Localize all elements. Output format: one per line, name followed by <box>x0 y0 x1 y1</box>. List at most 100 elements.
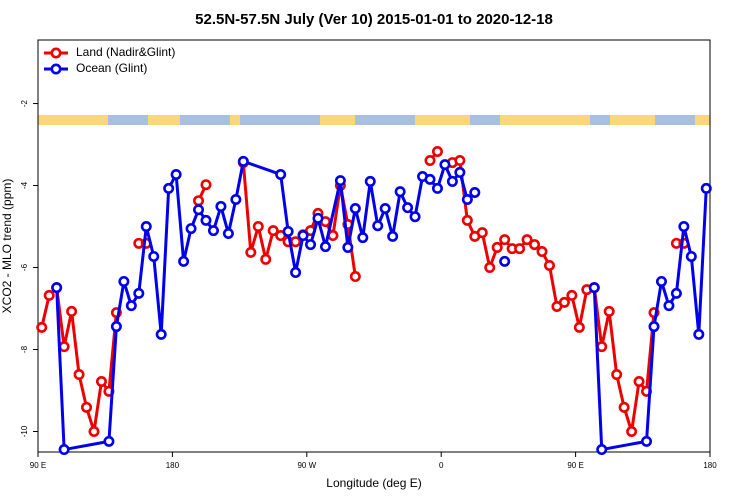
point <box>476 227 488 239</box>
point <box>424 173 436 185</box>
chart-title: 52.5N-57.5N July (Ver 10) 2015-01-01 to … <box>195 11 553 28</box>
x-tick-label: 180 <box>703 461 717 470</box>
point <box>140 221 152 233</box>
point <box>670 287 682 299</box>
point <box>603 305 615 317</box>
point <box>685 250 697 262</box>
point <box>543 259 555 271</box>
point <box>596 341 608 353</box>
point <box>446 175 458 187</box>
point <box>275 168 287 180</box>
point <box>312 212 324 224</box>
point <box>267 225 279 237</box>
y-tick-label: -8 <box>20 345 29 353</box>
y-tick-label: -10 <box>20 425 29 437</box>
point <box>566 289 578 301</box>
point <box>700 182 712 194</box>
point <box>297 230 309 242</box>
ocean-patch <box>355 115 415 125</box>
point <box>349 271 361 283</box>
point <box>95 375 107 387</box>
point <box>305 239 317 251</box>
point <box>110 321 122 333</box>
point <box>499 234 511 246</box>
y-axis-label: XCO2 - MLO trend (ppm) <box>0 179 14 314</box>
point <box>461 214 473 226</box>
point <box>678 221 690 233</box>
point <box>193 195 205 207</box>
ocean-patch <box>180 115 230 125</box>
ocean-patch <box>240 115 320 125</box>
point <box>103 435 115 447</box>
x-axis-label: Longitude (deg E) <box>326 476 421 490</box>
point <box>461 193 473 205</box>
ocean-patch <box>470 115 500 125</box>
point <box>431 182 443 194</box>
point <box>252 221 264 233</box>
point <box>193 204 205 216</box>
point <box>611 369 623 381</box>
point <box>260 253 272 265</box>
x-tick-label: 180 <box>166 461 180 470</box>
point <box>409 211 421 223</box>
point <box>491 241 503 253</box>
point <box>655 275 667 287</box>
y-tick-label: -6 <box>20 263 29 271</box>
point <box>596 444 608 456</box>
legend-marker <box>50 47 62 59</box>
series <box>51 155 712 456</box>
point <box>633 375 645 387</box>
point <box>372 220 384 232</box>
point <box>439 159 451 171</box>
point <box>200 179 212 191</box>
point <box>342 241 354 253</box>
y-tick-label: -4 <box>20 181 29 189</box>
point <box>185 223 197 235</box>
point <box>178 255 190 267</box>
point <box>514 243 526 255</box>
point <box>58 341 70 353</box>
x-tick-label: 90 W <box>297 461 316 470</box>
point <box>88 426 100 438</box>
point <box>290 236 302 248</box>
point <box>155 328 167 340</box>
point <box>387 230 399 242</box>
point <box>334 175 346 187</box>
point <box>648 321 660 333</box>
point <box>499 255 511 267</box>
point <box>200 214 212 226</box>
legend-label: Ocean (Glint) <box>76 61 147 75</box>
ocean-patch <box>655 115 695 125</box>
point <box>379 202 391 214</box>
point <box>163 182 175 194</box>
point <box>207 225 219 237</box>
point <box>626 426 638 438</box>
point <box>431 146 443 158</box>
x-tick-label: 0 <box>439 461 444 470</box>
point <box>170 168 182 180</box>
point <box>118 275 130 287</box>
point <box>148 250 160 262</box>
point <box>663 300 675 312</box>
point <box>558 296 570 308</box>
point <box>394 186 406 198</box>
point <box>349 202 361 214</box>
point <box>51 282 63 294</box>
point <box>693 328 705 340</box>
point <box>222 227 234 239</box>
point <box>230 193 242 205</box>
point <box>521 234 533 246</box>
point <box>536 246 548 258</box>
point <box>73 369 85 381</box>
point <box>319 241 331 253</box>
point <box>454 155 466 167</box>
point <box>588 282 600 294</box>
x-tick-label: 90 E <box>30 461 46 470</box>
y-tick-label: -2 <box>20 99 29 107</box>
point <box>125 300 137 312</box>
point <box>290 266 302 278</box>
point <box>357 232 369 244</box>
point <box>454 166 466 178</box>
legend-label: Land (Nadir&Glint) <box>76 45 175 59</box>
